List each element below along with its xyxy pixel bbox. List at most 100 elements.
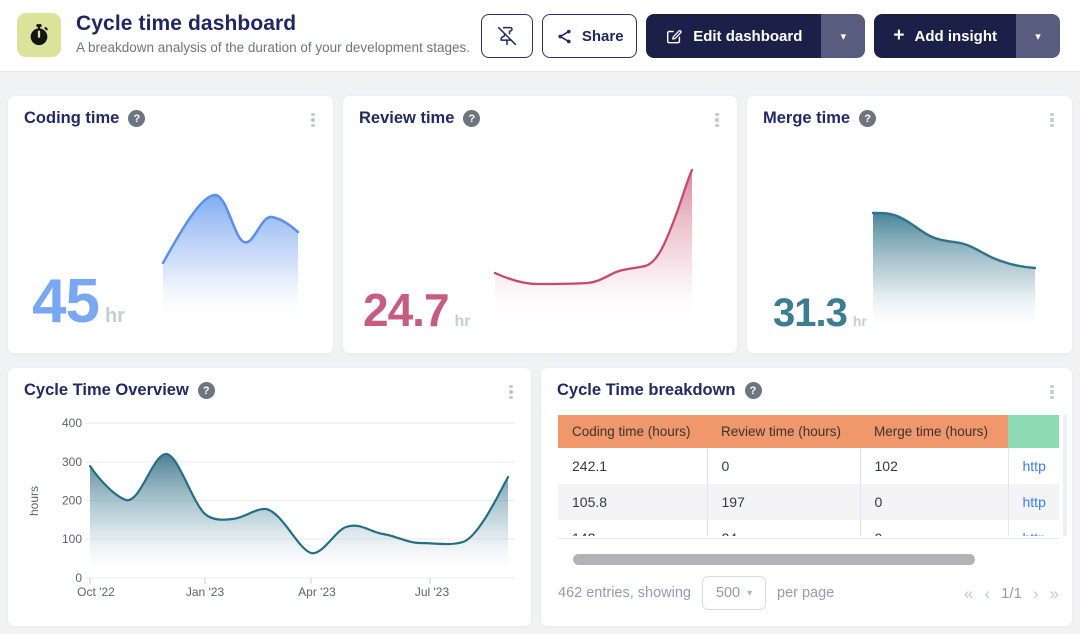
help-icon[interactable]: ? (197, 382, 215, 399)
card-menu-button[interactable] (709, 110, 725, 130)
kpi-unit: hr (852, 313, 867, 329)
cell-link[interactable]: http (1007, 484, 1059, 520)
x-tick-jan23: Jan '23 (186, 585, 225, 599)
per-page-text: per page (777, 585, 835, 601)
coding-time-sparkline-chart (161, 193, 300, 324)
add-insight-split-button: + Add insight ▾ (874, 14, 1060, 58)
next-page-button[interactable]: › (1032, 583, 1039, 603)
table-row: 142 24 0 http (558, 520, 1059, 536)
previous-page-button[interactable]: ‹ (984, 583, 990, 603)
pin-off-icon (498, 26, 517, 46)
cell-merge: 0 (859, 520, 1008, 536)
table-divider (558, 538, 1059, 539)
table-footer: 462 entries, showing 500 ▾ per page « ‹ … (558, 573, 1059, 613)
cell-merge: 102 (859, 448, 1008, 484)
cell-review: 24 (706, 520, 860, 536)
merge-time-card: Merge time ? 31.3 hr (747, 96, 1072, 353)
plus-icon: + (893, 24, 905, 46)
help-icon[interactable]: ? (128, 110, 146, 127)
cycle-time-overview-card: Cycle Time Overview ? (8, 368, 531, 626)
card-title: Review time (359, 109, 455, 127)
y-tick-100: 100 (62, 532, 82, 546)
kpi-unit: hr (454, 313, 471, 330)
x-tick-jul23: Jul '23 (415, 585, 450, 599)
dashboard-logo (17, 13, 61, 57)
card-title: Coding time (24, 109, 120, 127)
chevron-down-icon: ▾ (1035, 30, 1041, 43)
y-tick-300: 300 (62, 455, 82, 469)
add-insight-button[interactable]: + Add insight (874, 14, 1016, 58)
card-title: Cycle Time breakdown (557, 381, 736, 399)
review-time-kpi: 24.7 hr (363, 287, 471, 333)
add-insight-dropdown-toggle[interactable]: ▾ (1016, 14, 1060, 58)
x-tick-oct22: Oct '22 (77, 585, 115, 599)
card-title: Cycle Time Overview (24, 381, 189, 399)
merge-time-kpi: 31.3 hr (773, 293, 867, 333)
help-icon[interactable]: ? (744, 382, 762, 399)
edit-dashboard-dropdown-toggle[interactable]: ▾ (821, 14, 866, 58)
share-button-label: Share (581, 27, 624, 45)
cycle-time-overview-chart: 400 300 200 100 0 hours Oct '22 Jan '23 … (27, 416, 515, 599)
column-header-merge: Merge time (hours) (860, 415, 1008, 448)
cell-link[interactable]: http (1007, 520, 1059, 536)
chevron-down-icon: ▾ (747, 587, 753, 599)
card-menu-button[interactable] (503, 382, 519, 402)
table-header-row: Coding time (hours) Review time (hours) … (558, 415, 1059, 448)
cell-coding: 105.8 (558, 484, 707, 520)
y-axis-label: hours (27, 486, 41, 516)
table-row: 105.8 197 0 http (558, 484, 1059, 520)
cell-review: 0 (706, 448, 860, 484)
card-menu-button[interactable] (1044, 382, 1060, 402)
kpi-value: 24.7 (363, 284, 450, 336)
table-vertical-scrollbar[interactable] (1063, 415, 1067, 536)
chevron-down-icon: ▾ (840, 30, 847, 43)
y-tick-0: 0 (75, 571, 82, 585)
cell-coding: 142 (558, 520, 707, 536)
column-header-review: Review time (hours) (707, 415, 860, 448)
column-header-link (1008, 415, 1059, 448)
last-page-button[interactable]: » (1049, 583, 1059, 603)
kpi-value: 31.3 (773, 291, 848, 335)
top-header-bar: Cycle time dashboard A breakdown analysi… (0, 0, 1080, 72)
cell-review: 197 (706, 484, 860, 520)
coding-time-card: Coding time ? 45 hr (8, 96, 333, 353)
table-row: 242.1 0 102 http (558, 448, 1059, 484)
unpin-button[interactable] (481, 14, 534, 58)
stopwatch-icon (30, 24, 48, 46)
review-time-sparkline-chart (493, 168, 694, 329)
kpi-value: 45 (32, 267, 100, 336)
add-insight-label: Add insight (914, 27, 998, 45)
card-menu-button[interactable] (305, 110, 321, 130)
cell-merge: 0 (859, 484, 1008, 520)
page-size-select[interactable]: 500 ▾ (702, 576, 766, 610)
entries-count-text: 462 entries, showing (558, 585, 691, 601)
y-tick-200: 200 (62, 494, 82, 508)
edit-dashboard-split-button: Edit dashboard ▾ (646, 14, 866, 58)
first-page-button[interactable]: « (963, 583, 974, 603)
page-title: Cycle time dashboard (76, 12, 297, 35)
x-tick-apr23: Apr '23 (298, 585, 336, 599)
card-menu-button[interactable] (1044, 110, 1060, 130)
page-size-value: 500 (715, 585, 741, 601)
page-indicator: 1/1 (1001, 584, 1022, 602)
kpi-unit: hr (104, 305, 125, 327)
y-tick-400: 400 (62, 416, 82, 430)
merge-time-sparkline-chart (871, 211, 1037, 334)
header-actions: Share Edit dashboard ▾ + Add insight ▾ (481, 14, 1060, 58)
help-icon[interactable]: ? (859, 110, 877, 127)
edit-pencil-icon (667, 30, 682, 44)
help-icon[interactable]: ? (463, 110, 481, 127)
review-time-card: Review time ? 24.7 hr (343, 96, 737, 353)
share-button[interactable]: Share (542, 14, 638, 58)
coding-time-kpi: 45 hr (32, 271, 125, 333)
table-horizontal-scrollbar-thumb[interactable] (573, 554, 975, 565)
page-subtitle: A breakdown analysis of the duration of … (76, 40, 470, 55)
breakdown-table: Coding time (hours) Review time (hours) … (558, 415, 1059, 536)
share-icon (558, 29, 571, 43)
cell-link[interactable]: http (1007, 448, 1059, 484)
column-header-coding: Coding time (hours) (558, 415, 707, 448)
cell-coding: 242.1 (572, 458, 608, 474)
edit-dashboard-button[interactable]: Edit dashboard (646, 14, 822, 58)
edit-dashboard-label: Edit dashboard (693, 27, 803, 45)
cycle-time-breakdown-card: Cycle Time breakdown ? Coding time (hour… (541, 368, 1072, 626)
